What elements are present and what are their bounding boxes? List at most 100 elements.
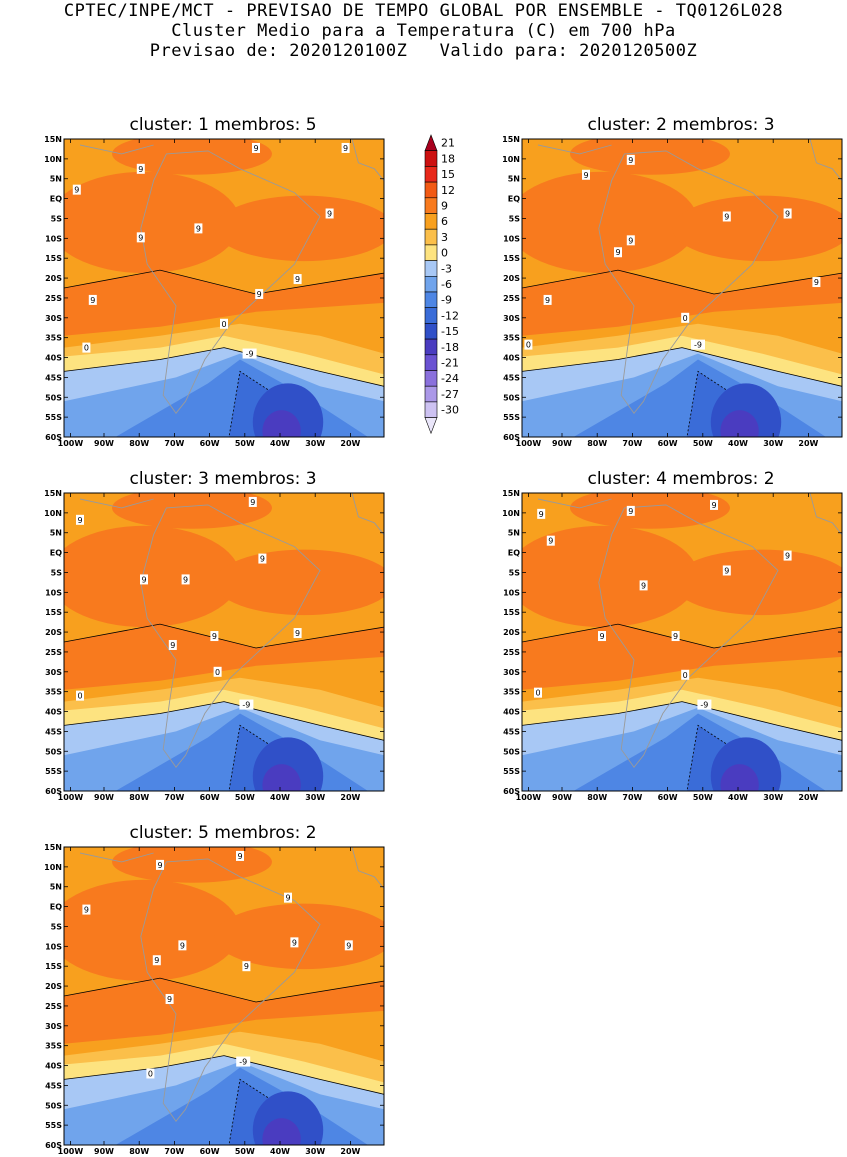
contour-label: 0 — [683, 671, 688, 680]
contour-label-bg — [248, 496, 257, 507]
contour-label-bg — [671, 631, 680, 642]
contour-label: 9 — [170, 641, 175, 650]
lat-label: 50S — [45, 393, 62, 402]
isotherm-line — [522, 701, 842, 741]
lon-label: 30W — [305, 1147, 325, 1156]
lat-label: 5N — [50, 529, 62, 538]
lon-label: 80W — [129, 1147, 149, 1156]
panel-title: cluster: 5 membros: 2 — [129, 823, 316, 843]
contour-label: -9 — [700, 701, 708, 710]
contour-label-bg — [783, 208, 792, 219]
warm-region — [522, 171, 698, 274]
contour-label-bg — [220, 318, 228, 329]
lon-label: 50W — [235, 1147, 255, 1156]
cold-core — [262, 410, 301, 437]
contour-label: 0 — [683, 314, 688, 323]
contour-label-bg — [546, 535, 555, 546]
contour-label: -9 — [246, 350, 254, 359]
contour-label: 9 — [545, 296, 550, 305]
contour-label-bg — [524, 339, 533, 350]
map-panel-1: 9 9 9 9 9 9 9 9 9 9 0 0 -9 cluster: 1 membros: 5 15N 10… — [44, 115, 385, 448]
colorbar: 21 18 15 12 9 6 3 0 -3 -6 -9 -12 -15 -18 -21 -24 -27 -30 — [424, 134, 459, 435]
contour-label-bg — [252, 142, 260, 153]
coastline — [537, 144, 612, 155]
lon-label: 100W — [58, 439, 84, 448]
contour-label-bg — [344, 940, 353, 951]
warm-region — [214, 549, 384, 616]
lat-label: 30S — [45, 314, 62, 323]
contour-label-bg — [82, 342, 91, 353]
lat-label: 50S — [45, 1101, 62, 1110]
colorbar-label: 15 — [441, 168, 455, 181]
contour-label: 0 — [77, 692, 82, 701]
isotherm-line — [64, 623, 384, 649]
isotherm-line — [64, 701, 384, 741]
panel-frame — [63, 846, 385, 1146]
lat-label: 25S — [503, 294, 520, 303]
contour-label-bg — [582, 169, 590, 180]
contour-label-bg — [156, 859, 164, 870]
lon-label: 50W — [235, 439, 255, 448]
coastline — [351, 847, 384, 889]
isotherm-line-dashed — [228, 1078, 319, 1145]
panel-frame — [63, 138, 385, 438]
lat-label: 5N — [50, 883, 62, 892]
warm-region — [672, 195, 842, 262]
contour-label-bg — [146, 1068, 155, 1079]
contour-label: 9 — [167, 995, 172, 1004]
colorbar-label: -24 — [441, 372, 459, 385]
lat-label: 40S — [45, 708, 62, 717]
lon-label: 70W — [622, 793, 642, 802]
lat-label: 20S — [503, 628, 520, 637]
lat-label: 15S — [45, 962, 62, 971]
lat-label: 5S — [51, 214, 63, 223]
lat-label: EQ — [508, 195, 520, 204]
contour-label-bg — [165, 993, 174, 1004]
lon-label: 20W — [798, 793, 818, 802]
contour-label-bg — [341, 142, 350, 153]
contour-label: 9 — [539, 510, 544, 519]
lat-label: 45S — [503, 727, 520, 736]
isotherm-line-dashed — [686, 724, 777, 791]
coastline — [79, 144, 154, 155]
contour-label-bg — [236, 1056, 251, 1067]
contour-label-bg — [681, 669, 690, 680]
lon-label: 20W — [340, 1147, 360, 1156]
header-title-line1: CPTEC/INPE/MCT - PREVISAO DE TEMPO GLOBA… — [63, 1, 784, 21]
cold-core — [720, 764, 759, 791]
lat-label: 30S — [503, 314, 520, 323]
contour-label-bg — [236, 850, 244, 861]
contour-label-bg — [82, 904, 91, 915]
colorbar-swatch — [424, 166, 438, 183]
contour-label-bg — [697, 699, 712, 710]
lat-label: 15N — [502, 489, 520, 498]
lat-label: 55S — [503, 413, 520, 422]
contour-label-bg — [710, 499, 718, 510]
contour-label: 9 — [724, 212, 729, 221]
coastline — [537, 498, 612, 509]
lon-label: 100W — [516, 439, 542, 448]
lat-label: 20S — [45, 274, 62, 283]
isotherm-line — [522, 347, 842, 387]
colorbar-arrow-bottom — [424, 417, 438, 435]
contour-label: 9 — [711, 501, 716, 510]
lon-label: 30W — [305, 439, 325, 448]
cold-core — [262, 764, 301, 791]
contour-label-bg — [136, 163, 145, 174]
lon-label: 20W — [340, 439, 360, 448]
lon-label: 60W — [200, 793, 220, 802]
colorbar-arrow-top — [424, 134, 438, 151]
colorbar-swatch — [424, 401, 438, 418]
lat-label: 25S — [45, 1002, 62, 1011]
lat-label: 5S — [51, 922, 63, 931]
coastline — [598, 150, 779, 414]
contour-label-bg — [783, 550, 792, 561]
contour-label-bg — [543, 294, 552, 305]
contour-label-bg — [194, 223, 203, 234]
contour-label: 9 — [615, 248, 620, 257]
contour-label: 9 — [785, 552, 790, 561]
lon-label: 50W — [235, 793, 255, 802]
coastline — [79, 852, 154, 863]
colorbar-label: -15 — [441, 325, 459, 338]
